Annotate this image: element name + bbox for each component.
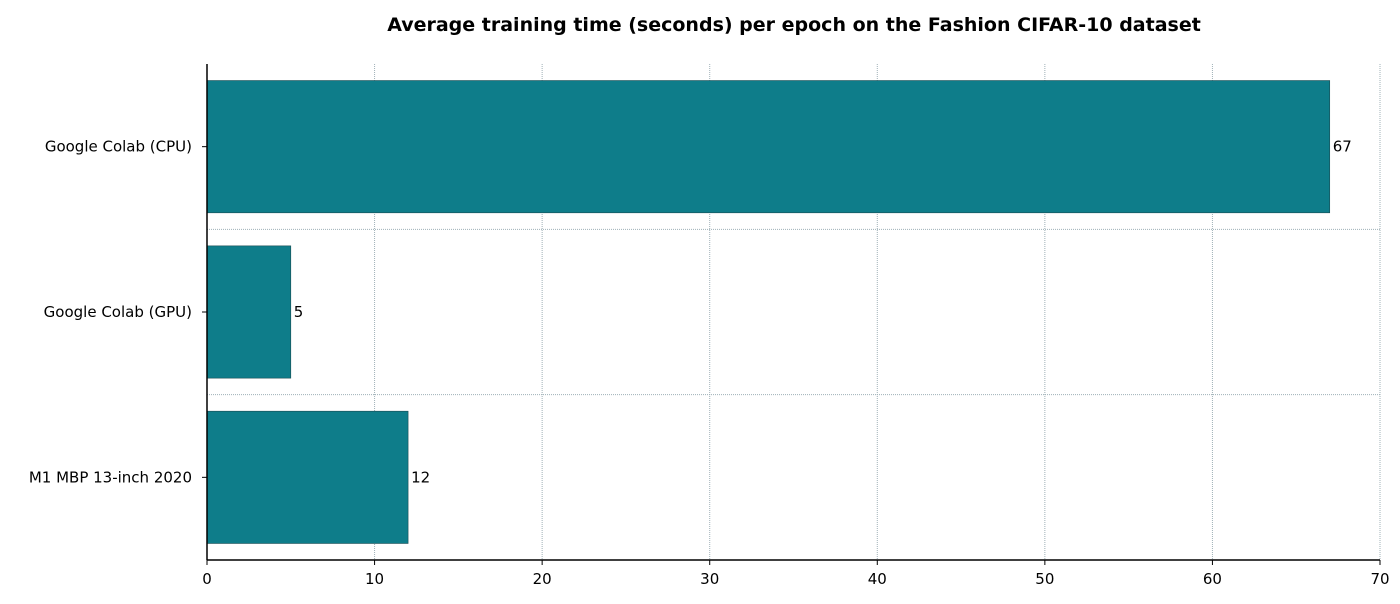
bar-value-label: 67 xyxy=(1333,138,1352,156)
x-tick-label: 30 xyxy=(700,570,719,588)
y-tick-label: Google Colab (CPU) xyxy=(45,138,192,156)
x-tick-label: 50 xyxy=(1035,570,1054,588)
x-tick-label: 40 xyxy=(868,570,887,588)
bar-value-label: 5 xyxy=(294,303,304,321)
x-tick-label: 20 xyxy=(533,570,552,588)
x-tick-label: 10 xyxy=(365,570,384,588)
bar xyxy=(206,410,409,544)
y-tick-label: M1 MBP 13-inch 2020 xyxy=(29,468,192,486)
bar xyxy=(206,80,1331,214)
x-tick-label: 70 xyxy=(1370,570,1389,588)
x-tick-label: 60 xyxy=(1203,570,1222,588)
labels: 0 10 20 30 40 50 60 70 Google Colab (CPU) 67 Googl… xyxy=(29,138,1390,588)
bar-value-label: 12 xyxy=(411,468,430,486)
x-tick-label: 0 xyxy=(202,570,212,588)
bar xyxy=(206,245,292,379)
y-tick-label: Google Colab (GPU) xyxy=(44,303,192,321)
chart-title: Average training time (seconds) per epoc… xyxy=(387,14,1201,36)
bars xyxy=(206,80,1331,544)
